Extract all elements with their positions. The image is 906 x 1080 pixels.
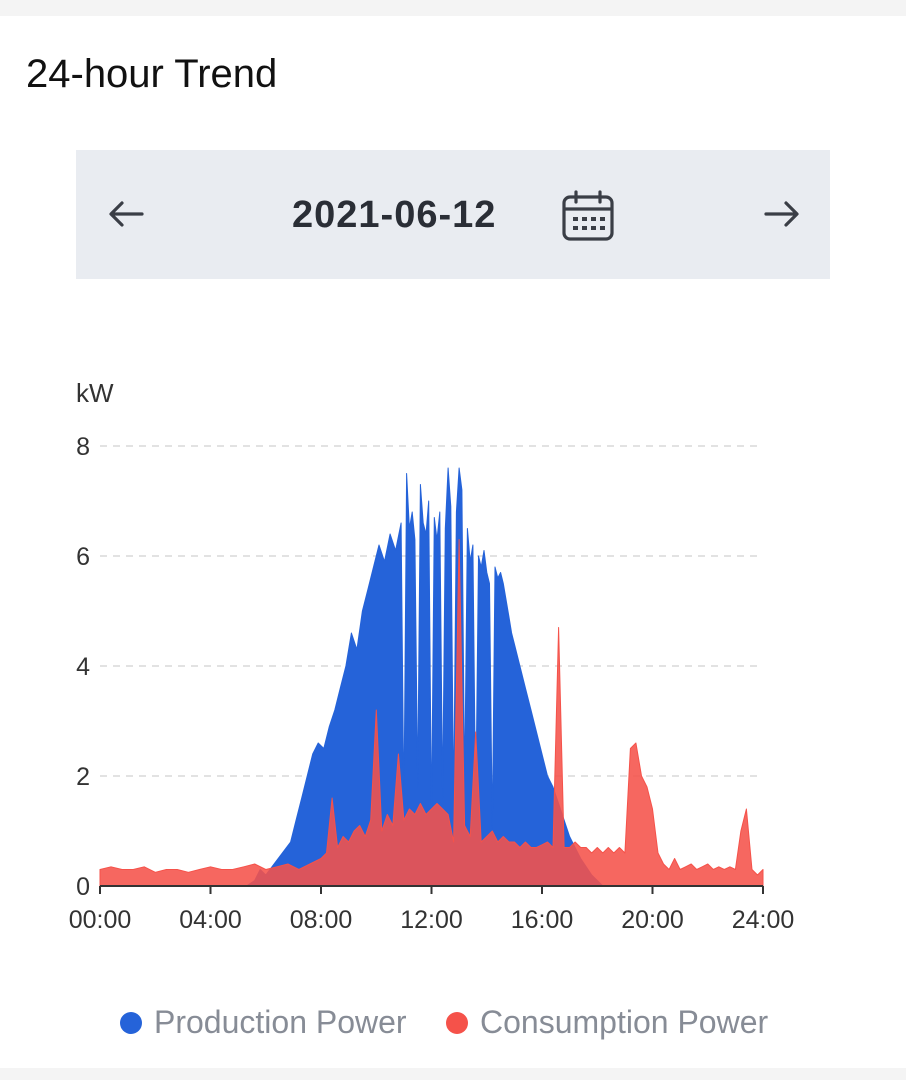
next-day-button[interactable] — [756, 188, 808, 240]
trend-chart: kW 0 2 4 6 8 00:00 04:00 08:00 12:00 16:00 20:00 24… — [0, 360, 906, 960]
x-tick-label: 04:00 — [179, 906, 242, 934]
legend-item-consumption[interactable]: Consumption Power — [446, 1000, 806, 1044]
calendar-icon — [562, 190, 614, 241]
x-tick-label: 20:00 — [621, 906, 684, 934]
legend-label-consumption: Consumption Power — [480, 1004, 769, 1040]
trend-card: 24-hour Trend 2021-06-12 — [0, 16, 906, 1068]
y-tick-label: 8 — [76, 433, 90, 461]
arrow-right-icon — [764, 201, 799, 227]
x-tick-label: 12:00 — [400, 906, 463, 934]
selected-date[interactable]: 2021-06-12 — [292, 194, 497, 236]
date-navigator: 2021-06-12 — [76, 150, 830, 279]
y-tick-label: 6 — [76, 543, 90, 571]
chart-legend: Production Power Consumption Power — [0, 1000, 906, 1044]
x-tick-label: 08:00 — [290, 906, 353, 934]
x-tick-label: 16:00 — [511, 906, 574, 934]
legend-label-production: Production Power — [154, 1004, 407, 1040]
consumption-power-area — [99, 539, 764, 887]
y-tick-label: 0 — [76, 873, 90, 901]
arrow-left-icon — [109, 201, 144, 227]
consumption-legend-dot — [446, 1012, 468, 1034]
y-tick-label: 4 — [76, 653, 90, 681]
chart-canvas: 0 2 4 6 8 00:00 04:00 08:00 12:00 16:00 20:00 24:00 — [69, 433, 795, 934]
y-tick-label: 2 — [76, 763, 90, 791]
x-tick-label: 24:00 — [732, 906, 795, 934]
production-legend-dot — [120, 1012, 142, 1034]
card-title: 24-hour Trend — [26, 52, 278, 96]
previous-day-button[interactable] — [100, 188, 152, 240]
calendar-button[interactable] — [560, 189, 616, 243]
x-tick-label: 00:00 — [69, 906, 132, 934]
y-axis-unit: kW — [76, 378, 114, 408]
legend-item-production[interactable]: Production Power — [120, 1000, 440, 1044]
